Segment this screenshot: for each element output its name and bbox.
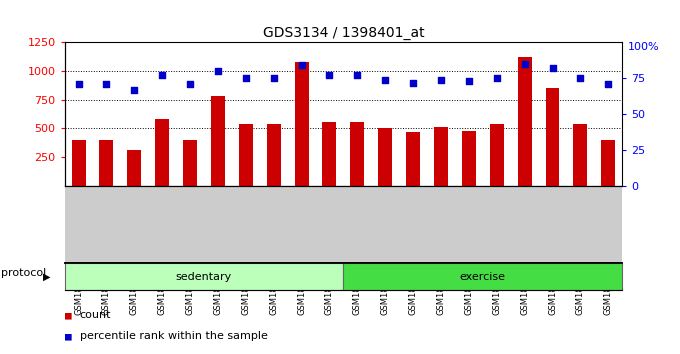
- Bar: [127, 150, 141, 185]
- Text: ■: ■: [65, 331, 71, 341]
- Point: [269, 75, 279, 81]
- Bar: [65, 263, 343, 290]
- Text: count: count: [80, 310, 111, 320]
- Point: [408, 80, 419, 85]
- Bar: [322, 121, 337, 185]
- Bar: [490, 124, 504, 185]
- Text: percentile rank within the sample: percentile rank within the sample: [80, 331, 267, 341]
- Text: ■: ■: [65, 310, 71, 320]
- Bar: [573, 124, 588, 185]
- Title: GDS3134 / 1398401_at: GDS3134 / 1398401_at: [262, 26, 424, 40]
- Bar: [350, 121, 364, 185]
- Point: [185, 81, 196, 87]
- Bar: [545, 88, 560, 185]
- Bar: [378, 128, 392, 185]
- Point: [379, 77, 390, 82]
- Point: [575, 75, 586, 81]
- Point: [491, 75, 502, 81]
- Bar: [517, 57, 532, 185]
- Bar: [267, 124, 281, 185]
- Text: 100%: 100%: [628, 42, 660, 52]
- Point: [464, 78, 475, 84]
- Bar: [601, 140, 615, 185]
- Point: [435, 77, 446, 82]
- Point: [602, 81, 613, 87]
- Point: [547, 65, 558, 71]
- Text: sedentary: sedentary: [176, 272, 232, 281]
- Bar: [239, 124, 253, 185]
- Point: [352, 73, 363, 78]
- Point: [520, 61, 530, 67]
- Bar: [211, 96, 225, 185]
- Point: [324, 73, 335, 78]
- Point: [156, 73, 168, 78]
- Point: [241, 75, 252, 81]
- Point: [101, 81, 112, 87]
- Text: exercise: exercise: [460, 272, 506, 281]
- Bar: [434, 127, 448, 185]
- Bar: [462, 131, 476, 185]
- Bar: [71, 140, 86, 185]
- Bar: [294, 62, 309, 185]
- Point: [129, 87, 140, 92]
- Text: ▶: ▶: [42, 272, 50, 281]
- Bar: [406, 132, 420, 185]
- Bar: [343, 263, 622, 290]
- Point: [73, 81, 84, 87]
- Point: [296, 63, 307, 68]
- Bar: [99, 140, 114, 185]
- Point: [212, 68, 223, 74]
- Bar: [155, 119, 169, 185]
- Text: protocol: protocol: [1, 268, 47, 278]
- Bar: [183, 140, 197, 185]
